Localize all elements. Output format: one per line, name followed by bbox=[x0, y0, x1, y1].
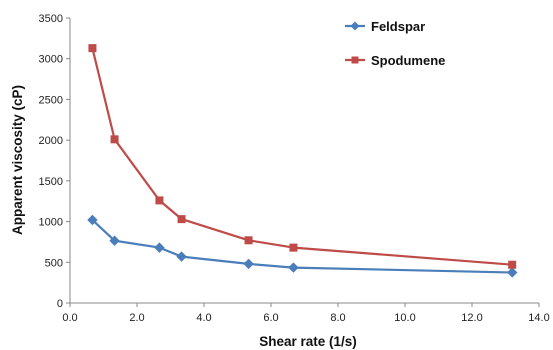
feldspar-series-line bbox=[91, 219, 513, 274]
y-axis-ticks: 0 500 1000 1500 2000 2500 3000 3500 bbox=[39, 13, 70, 310]
spodumene-data-point bbox=[289, 243, 298, 252]
y-tick-label: 1000 bbox=[39, 217, 63, 229]
spodumene-data-point bbox=[177, 215, 186, 224]
x-tick-label: 12.0 bbox=[461, 312, 482, 324]
spodumene-data-point bbox=[110, 135, 119, 144]
legend-feldspar-marker bbox=[350, 21, 360, 31]
spodumene-data-point bbox=[244, 236, 253, 245]
spodumene-series-line bbox=[91, 47, 513, 266]
feldspar-data-point bbox=[288, 262, 299, 273]
legend-spodumene-label: Spodumene bbox=[371, 53, 445, 68]
x-tick-label: 4.0 bbox=[196, 312, 211, 324]
x-axis-ticks: 0.0 2.0 4.0 6.0 8.0 10.0 12.0 14.0 bbox=[62, 303, 550, 324]
x-tick-label: 0.0 bbox=[62, 312, 77, 324]
y-tick-label: 2500 bbox=[39, 94, 63, 106]
legend-feldspar-label: Feldspar bbox=[371, 19, 425, 34]
feldspar-data-point bbox=[506, 267, 518, 278]
x-tick-label: 6.0 bbox=[263, 312, 278, 324]
y-tick-label: 3500 bbox=[39, 13, 63, 25]
chart-axes: 0.0 2.0 4.0 6.0 8.0 10.0 12.0 14.0 0 500 1000 1500… bbox=[39, 13, 550, 324]
feldspar-data-point bbox=[87, 214, 98, 226]
chart-series bbox=[87, 44, 518, 278]
y-tick-label: 0 bbox=[57, 298, 63, 310]
y-tick-label: 500 bbox=[45, 257, 63, 269]
y-tick-label: 1500 bbox=[39, 176, 63, 188]
legend-spodumene-marker bbox=[351, 56, 359, 64]
x-tick-label: 8.0 bbox=[330, 312, 345, 324]
x-tick-label: 14.0 bbox=[528, 312, 549, 324]
y-tick-label: 2000 bbox=[39, 135, 63, 147]
spodumene-data-point bbox=[155, 196, 164, 205]
y-tick-label: 3000 bbox=[39, 54, 63, 66]
feldspar-data-point bbox=[176, 251, 187, 262]
feldspar-data-point bbox=[109, 235, 120, 246]
x-tick-label: 2.0 bbox=[129, 312, 144, 324]
feldspar-data-point bbox=[243, 258, 254, 270]
y-axis-title: Apparent viscosity (cP) bbox=[10, 85, 25, 235]
feldspar-data-point bbox=[154, 242, 165, 253]
x-tick-label: 10.0 bbox=[394, 312, 415, 324]
spodumene-data-point bbox=[508, 260, 517, 269]
chart-legend: Feldspar Spodumene bbox=[345, 19, 445, 68]
x-axis-title: Shear rate (1/s) bbox=[259, 334, 357, 349]
spodumene-data-point bbox=[88, 44, 97, 53]
